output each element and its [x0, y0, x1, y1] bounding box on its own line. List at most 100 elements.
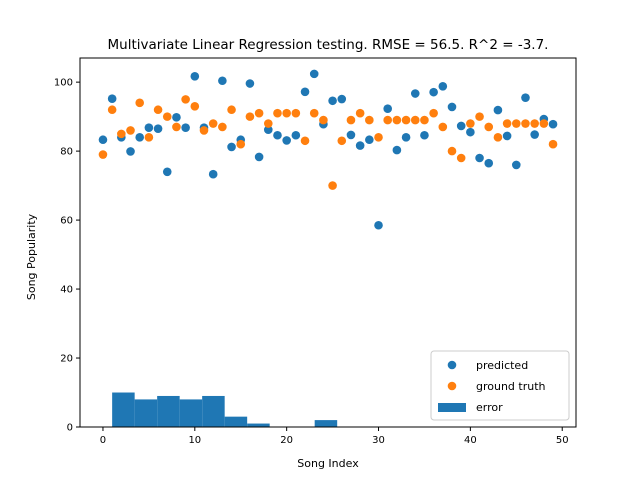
ground-truth-point	[365, 115, 374, 125]
error-histogram-bar	[202, 395, 225, 427]
predicted-point	[355, 141, 365, 150]
ground-truth-point	[355, 108, 365, 118]
x-tick-label: 0	[100, 435, 106, 446]
predicted-point	[162, 167, 172, 177]
predicted-point	[475, 153, 484, 163]
x-axis-label: Song Index	[297, 457, 359, 470]
predicted-point	[172, 113, 181, 122]
ground-truth-point	[420, 115, 429, 125]
ground-truth-point	[153, 105, 163, 115]
ground-truth-point	[107, 105, 117, 115]
x-tick-label: 20	[280, 435, 293, 446]
predicted-point	[309, 69, 319, 79]
predicted-legend-label: predicted	[476, 359, 528, 372]
predicted-point	[346, 130, 356, 140]
ground-truth-legend-label: ground truth	[476, 380, 546, 393]
error-histogram-bar	[179, 399, 203, 427]
y-tick-label: 60	[60, 216, 73, 227]
ground-truth-point	[548, 139, 558, 149]
ground-truth-point	[144, 133, 154, 142]
ground-truth-point	[410, 115, 420, 125]
predicted-point	[365, 135, 374, 145]
ground-truth-point	[429, 108, 438, 118]
ground-truth-point	[126, 126, 135, 135]
predicted-point	[227, 142, 236, 152]
ground-truth-point	[401, 115, 411, 125]
ground-truth-point	[236, 139, 246, 149]
predicted-point	[300, 87, 310, 97]
chart-title: Multivariate Linear Regression testing. …	[108, 37, 549, 53]
predicted-point	[410, 89, 420, 98]
ground-truth-point	[263, 119, 273, 128]
x-tick-label: 30	[372, 435, 385, 446]
ground-truth-point	[190, 101, 200, 111]
predicted-point	[447, 102, 457, 112]
ground-truth-legend-marker	[447, 381, 457, 391]
predicted-point	[190, 71, 200, 81]
predicted-point	[144, 123, 154, 132]
legend-box	[430, 350, 570, 421]
predicted-point	[466, 127, 475, 137]
y-tick-label: 100	[54, 78, 73, 89]
predicted-point	[263, 125, 273, 135]
ground-truth-point	[346, 115, 356, 125]
ground-truth-point	[300, 136, 310, 146]
ground-truth-point	[539, 119, 549, 128]
ground-truth-point	[456, 153, 466, 163]
predicted-point	[401, 133, 411, 142]
predicted-point	[530, 130, 539, 139]
predicted-point	[126, 147, 135, 156]
y-tick-label: 20	[60, 354, 73, 365]
ground-truth-point	[117, 129, 126, 139]
predicted-point	[374, 220, 383, 230]
ground-truth-point	[383, 115, 393, 125]
ground-truth-point	[135, 98, 145, 108]
predicted-point	[484, 158, 494, 168]
ground-truth-point	[466, 119, 475, 128]
ground-truth-point	[475, 112, 484, 121]
x-tick-label: 40	[464, 435, 477, 446]
predicted-point	[521, 93, 530, 102]
error-legend-marker	[438, 403, 466, 412]
ground-truth-point	[328, 181, 337, 190]
legend: predicted ground truth error	[430, 350, 570, 421]
plot-frame	[79, 57, 577, 428]
predicted-point	[208, 169, 218, 179]
ground-truth-point	[227, 105, 236, 115]
ground-truth-point	[172, 122, 181, 132]
predicted-point	[282, 136, 291, 145]
predicted-point	[456, 121, 466, 131]
ground-truth-point	[374, 133, 383, 142]
ground-truth-point	[447, 146, 457, 156]
error-histogram-bar	[224, 416, 248, 427]
predicted-point	[218, 76, 227, 86]
error-legend-label: error	[476, 401, 503, 414]
predicted-point	[254, 152, 264, 162]
ground-truth-point	[392, 115, 402, 125]
predicted-point	[493, 105, 503, 115]
error-histogram-bar	[112, 392, 135, 427]
ground-truth-point	[218, 122, 227, 132]
ground-truth-point	[181, 95, 190, 104]
predicted-point	[153, 124, 163, 133]
error-histogram-bar	[134, 399, 158, 427]
y-tick-label: 40	[60, 285, 73, 296]
ground-truth-point	[282, 108, 291, 118]
ground-truth-point	[254, 108, 264, 118]
predicted-point	[438, 81, 448, 91]
error-histogram-bar	[157, 395, 180, 427]
predicted-point	[245, 79, 255, 88]
ground-truth-point	[511, 119, 521, 128]
predicted-point	[548, 119, 558, 129]
predicted-point	[181, 123, 190, 132]
x-tick-label: 10	[188, 435, 201, 446]
predicted-point	[328, 96, 337, 106]
y-axis-label: Song Popularity	[25, 213, 38, 300]
y-tick-label: 80	[60, 147, 73, 158]
predicted-point	[135, 133, 145, 142]
ground-truth-point	[438, 122, 448, 132]
ground-truth-point	[273, 108, 282, 118]
predicted-point	[420, 130, 429, 140]
predicted-point	[502, 131, 512, 141]
